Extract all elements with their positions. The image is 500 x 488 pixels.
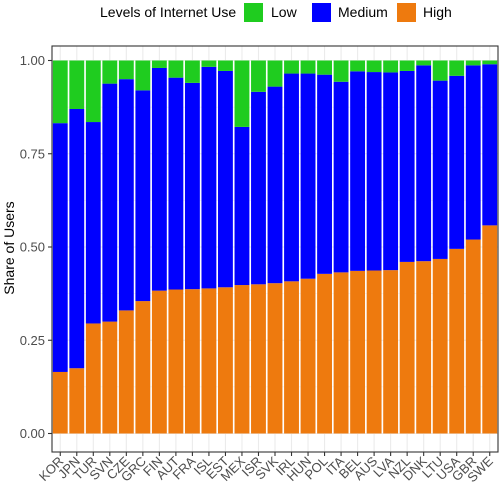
bar-low-usa	[449, 60, 465, 76]
bar-high-pol	[317, 273, 332, 434]
bar-high-cze	[118, 310, 134, 434]
bar-medium-kor	[52, 123, 68, 372]
bar-high-tur	[85, 323, 101, 434]
bar-low-dnk	[416, 60, 432, 66]
bar-medium-est	[218, 70, 233, 288]
bar-medium-jpn	[69, 108, 85, 369]
bar-low-jpn	[69, 60, 85, 109]
bar-low-grc	[135, 60, 151, 91]
bar-medium-swe	[482, 64, 498, 226]
bar-medium-aut	[168, 77, 184, 290]
legend-swatch-high	[397, 3, 416, 22]
bar-high-svk	[267, 283, 283, 434]
bar-medium-isl	[201, 66, 217, 289]
bar-low-cze	[118, 60, 134, 80]
y-axis: 0.00 0.25 0.50 0.75 1.00	[20, 53, 52, 441]
bar-medium-svn	[102, 83, 118, 322]
bar-medium-aus	[366, 72, 382, 271]
bar-low-est	[218, 60, 233, 71]
bar-medium-dnk	[416, 65, 432, 262]
legend: Levels of Internet Use Low Medium High	[100, 3, 452, 22]
bar-medium-svk	[267, 86, 283, 284]
bar-high-fra	[184, 289, 200, 434]
legend-title: Levels of Internet Use	[100, 4, 236, 20]
bar-medium-isr	[251, 91, 266, 285]
bar-high-ltu	[432, 258, 448, 434]
bar-low-aus	[366, 60, 382, 73]
bar-medium-gbr	[465, 65, 481, 240]
bar-high-aut	[168, 289, 184, 434]
bar-high-lva	[383, 270, 399, 434]
bar-low-mex	[234, 60, 250, 127]
bar-medium-mex	[234, 126, 250, 286]
bar-low-swe	[482, 60, 498, 65]
bar-high-kor	[52, 371, 68, 434]
y-tick-label: 0.00	[20, 426, 45, 441]
bar-high-jpn	[69, 368, 85, 434]
bar-medium-ita	[333, 81, 349, 273]
y-axis-title: Share of Users	[1, 201, 17, 294]
legend-label-low: Low	[271, 4, 298, 20]
x-axis: KORJPNTURSVNCZEGRCFINAUTFRAISLESTMEXISRS…	[36, 452, 496, 485]
bar-medium-fin	[151, 67, 167, 291]
bar-high-ita	[333, 272, 349, 434]
y-tick-label: 0.75	[20, 146, 45, 161]
bar-low-lva	[383, 60, 399, 73]
bar-medium-cze	[118, 79, 134, 311]
bar-high-isr	[251, 284, 266, 434]
bar-high-swe	[482, 225, 498, 434]
bar-low-isr	[251, 60, 266, 92]
bar-high-est	[218, 287, 233, 434]
bar-low-bel	[350, 60, 366, 72]
bar-low-pol	[317, 60, 332, 75]
bar-medium-lva	[383, 72, 399, 271]
bar-low-fra	[184, 60, 200, 83]
y-tick-label: 0.25	[20, 333, 45, 348]
bar-high-dnk	[416, 261, 432, 434]
bar-medium-tur	[85, 122, 101, 324]
plot-area	[51, 45, 499, 453]
bar-low-ita	[333, 60, 349, 82]
bar-high-svn	[102, 321, 118, 434]
bar-low-svn	[102, 60, 118, 84]
bar-medium-usa	[449, 75, 465, 249]
bar-medium-nzl	[399, 70, 415, 262]
bar-medium-ltu	[432, 80, 448, 259]
bar-high-bel	[350, 270, 366, 434]
legend-label-high: High	[423, 4, 452, 20]
bar-medium-grc	[135, 90, 151, 302]
bar-low-svk	[267, 60, 283, 87]
y-tick-label: 0.50	[20, 240, 45, 255]
bar-medium-hun	[300, 73, 316, 279]
bar-low-hun	[300, 60, 316, 74]
bar-low-nzl	[399, 60, 415, 71]
legend-swatch-medium	[312, 3, 331, 22]
bar-high-usa	[449, 248, 465, 434]
bar-medium-irl	[284, 73, 299, 282]
bar-low-fin	[151, 60, 167, 68]
bar-high-irl	[284, 281, 299, 434]
bar-low-ltu	[432, 60, 448, 81]
bar-high-fin	[151, 290, 167, 434]
bar-high-hun	[300, 278, 316, 434]
bar-medium-bel	[350, 71, 366, 271]
bar-low-tur	[85, 60, 101, 123]
bar-low-kor	[52, 60, 68, 124]
bar-high-mex	[234, 285, 250, 434]
bar-high-nzl	[399, 261, 415, 434]
bar-low-gbr	[465, 60, 481, 66]
bar-low-isl	[201, 60, 217, 67]
bar-high-gbr	[465, 239, 481, 434]
bar-high-isl	[201, 288, 217, 434]
bar-low-aut	[168, 60, 184, 78]
bar-high-aus	[366, 270, 382, 434]
bar-low-irl	[284, 60, 299, 74]
legend-swatch-low	[244, 3, 263, 22]
legend-label-medium: Medium	[338, 4, 388, 20]
y-tick-label: 1.00	[20, 53, 45, 68]
bar-medium-pol	[317, 74, 332, 274]
bar-medium-fra	[184, 82, 200, 290]
bar-high-grc	[135, 301, 151, 434]
